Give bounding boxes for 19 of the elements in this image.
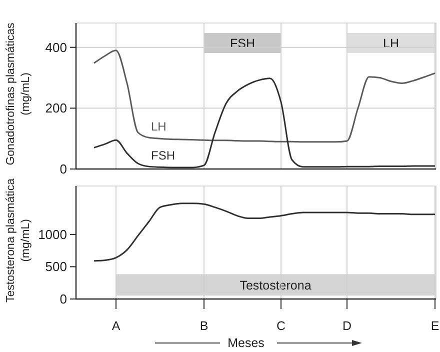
line-series [93,202,436,262]
y-tick-label: 0 [60,162,67,176]
x-tick-label: C [276,319,286,333]
y-tick-label: 400 [45,40,67,55]
y-axis-title: Gonadotrofinas plasmáticas (mg/mL) [5,22,32,166]
y-tick-label: 200 [45,100,67,116]
line-series [93,50,436,143]
y-tick-label: 0 [60,292,67,306]
series-label: LH [151,120,166,134]
series-label: FSH [151,148,175,163]
x-tick-label: D [342,319,352,333]
y-axis-title: Testosterona plasmática (mg/mL) [5,178,32,303]
x-tick-label: A [112,319,121,333]
x-axis-title: Meses [228,336,264,350]
x-tick-label: E [430,319,440,333]
x-tick-label: B [200,319,208,333]
band-label: Testosterona [240,278,312,292]
y-tick-label: 1000 [38,226,67,242]
y-tick-label: 500 [45,259,67,274]
